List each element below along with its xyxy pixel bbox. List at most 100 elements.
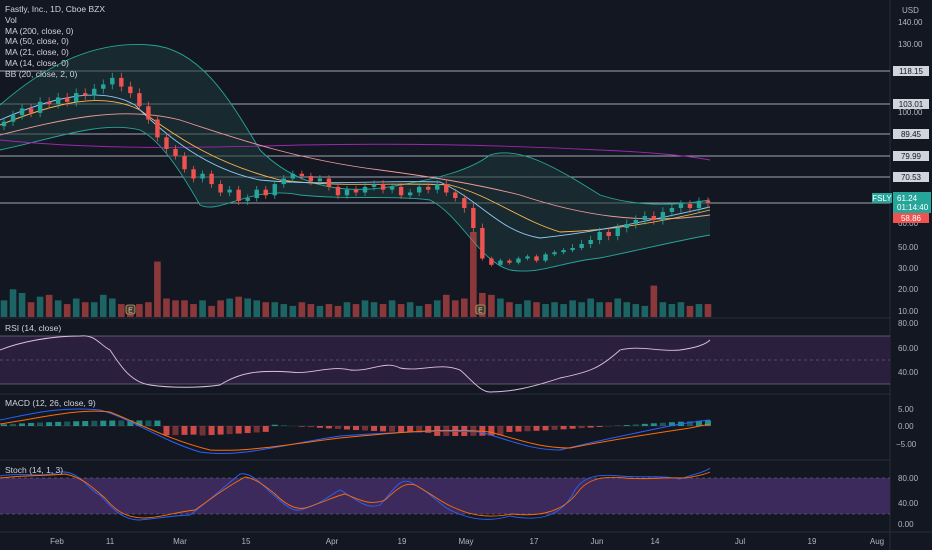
volume-bar[interactable] (18, 292, 26, 317)
candle-body[interactable] (10, 115, 16, 122)
volume-bar[interactable] (488, 294, 495, 317)
macd-histogram-bar[interactable] (497, 426, 504, 436)
candle-body[interactable] (200, 173, 205, 179)
volume-bar[interactable] (470, 232, 477, 317)
volume-bar[interactable] (433, 300, 441, 317)
macd-histogram[interactable] (1, 420, 711, 436)
macd-histogram-bar[interactable] (632, 424, 639, 426)
candle-body[interactable] (74, 93, 79, 102)
bollinger-lower[interactable] (0, 126, 711, 272)
stoch-pane-label[interactable]: Stoch (14, 1, 3) (5, 465, 64, 475)
candle-body[interactable] (642, 215, 648, 220)
stoch-d-line[interactable] (0, 471, 711, 519)
volume-bar[interactable] (172, 300, 179, 317)
candle-body[interactable] (344, 189, 350, 196)
macd-pane-label[interactable]: MACD (12, 26, close, 9) (5, 398, 96, 408)
candle-body[interactable] (371, 184, 377, 187)
macd-histogram-bar[interactable] (668, 422, 675, 426)
candlesticks[interactable] (1, 72, 711, 267)
volume-bar[interactable] (36, 296, 44, 317)
macd-histogram-bar[interactable] (19, 423, 26, 426)
macd-histogram-bar[interactable] (560, 426, 567, 430)
macd-histogram-bar[interactable] (28, 422, 35, 426)
macd-histogram-bar[interactable] (55, 421, 62, 426)
candle-body[interactable] (444, 184, 449, 193)
candle-body[interactable] (137, 93, 142, 107)
candle-body[interactable] (597, 231, 602, 240)
candle-body[interactable] (1, 121, 7, 127)
volume-bar[interactable] (72, 298, 80, 317)
macd-histogram-bar[interactable] (343, 426, 350, 430)
candle-body[interactable] (227, 189, 232, 193)
macd-histogram-bar[interactable] (235, 426, 242, 434)
volume-bar[interactable] (208, 305, 215, 317)
candle-body[interactable] (615, 227, 620, 236)
macd-histogram-bar[interactable] (262, 426, 269, 432)
candle-body[interactable] (570, 248, 575, 251)
volume-bar[interactable] (650, 285, 658, 317)
candle-body[interactable] (155, 119, 160, 138)
macd-histogram-bar[interactable] (226, 426, 233, 435)
volume-bar[interactable] (63, 304, 71, 317)
candle-body[interactable] (389, 186, 395, 190)
rsi-pane-label[interactable]: RSI (14, close) (5, 323, 62, 333)
macd-histogram-bar[interactable] (416, 426, 423, 433)
candle-body[interactable] (678, 203, 684, 208)
candle-body[interactable] (281, 178, 286, 185)
volume-bar[interactable] (199, 300, 206, 317)
volume-bar[interactable] (424, 304, 432, 317)
legend-item[interactable]: BB (20, close, 2, 0) (5, 68, 78, 79)
level-badge[interactable] (893, 151, 929, 161)
volume-bar[interactable] (343, 302, 351, 317)
candle-body[interactable] (516, 258, 521, 263)
volume-bar[interactable] (406, 302, 414, 317)
candle-body[interactable] (705, 200, 711, 203)
macd-histogram-bar[interactable] (587, 426, 594, 428)
candle-body[interactable] (119, 77, 124, 87)
macd-histogram-bar[interactable] (659, 422, 666, 426)
volume-bar[interactable] (587, 298, 594, 317)
macd-histogram-bar[interactable] (488, 426, 495, 436)
macd-histogram-bar[interactable] (199, 426, 206, 436)
volume-bar[interactable] (45, 294, 53, 317)
ma-14-line[interactable] (0, 94, 711, 239)
candle-body[interactable] (263, 189, 268, 196)
volume-bar[interactable] (81, 302, 89, 317)
macd-histogram-bar[interactable] (217, 426, 224, 435)
volume-bar[interactable] (262, 302, 270, 317)
macd-histogram-bar[interactable] (686, 421, 693, 426)
candle-body[interactable] (588, 239, 593, 244)
candle-body[interactable] (299, 173, 305, 176)
volume-bar[interactable] (605, 302, 613, 317)
earnings-marker[interactable]: E (125, 304, 136, 315)
macd-histogram-bar[interactable] (1, 424, 7, 426)
candle-body[interactable] (489, 258, 494, 265)
macd-histogram-bar[interactable] (542, 426, 549, 431)
candle-body[interactable] (534, 256, 539, 261)
candle-body[interactable] (426, 186, 431, 190)
volume-bar[interactable] (415, 305, 423, 317)
candle-body[interactable] (245, 198, 250, 201)
volume-bar[interactable] (361, 300, 369, 317)
ma-21-line[interactable] (0, 100, 711, 233)
volume-bar[interactable] (54, 300, 62, 317)
level-badge[interactable] (893, 172, 929, 182)
candle-body[interactable] (101, 84, 106, 89)
volume-bar[interactable] (379, 304, 387, 317)
volume-bar[interactable] (136, 304, 143, 317)
volume-bar[interactable] (388, 300, 396, 317)
candle-body[interactable] (55, 97, 61, 105)
candle-body[interactable] (191, 169, 196, 179)
candle-body[interactable] (651, 215, 657, 220)
volume-bar[interactable] (217, 300, 224, 317)
volume-bar[interactable] (325, 304, 333, 317)
macd-histogram-bar[interactable] (208, 426, 215, 436)
macd-histogram-bar[interactable] (280, 425, 287, 426)
macd-histogram-bar[interactable] (551, 426, 558, 430)
bollinger-upper[interactable] (0, 44, 711, 205)
macd-histogram-bar[interactable] (362, 426, 369, 431)
macd-histogram-bar[interactable] (154, 420, 161, 426)
legend-item[interactable]: MA (50, close, 0) (5, 36, 69, 47)
volume-bar[interactable] (560, 304, 567, 317)
volume-bar[interactable] (623, 302, 631, 317)
